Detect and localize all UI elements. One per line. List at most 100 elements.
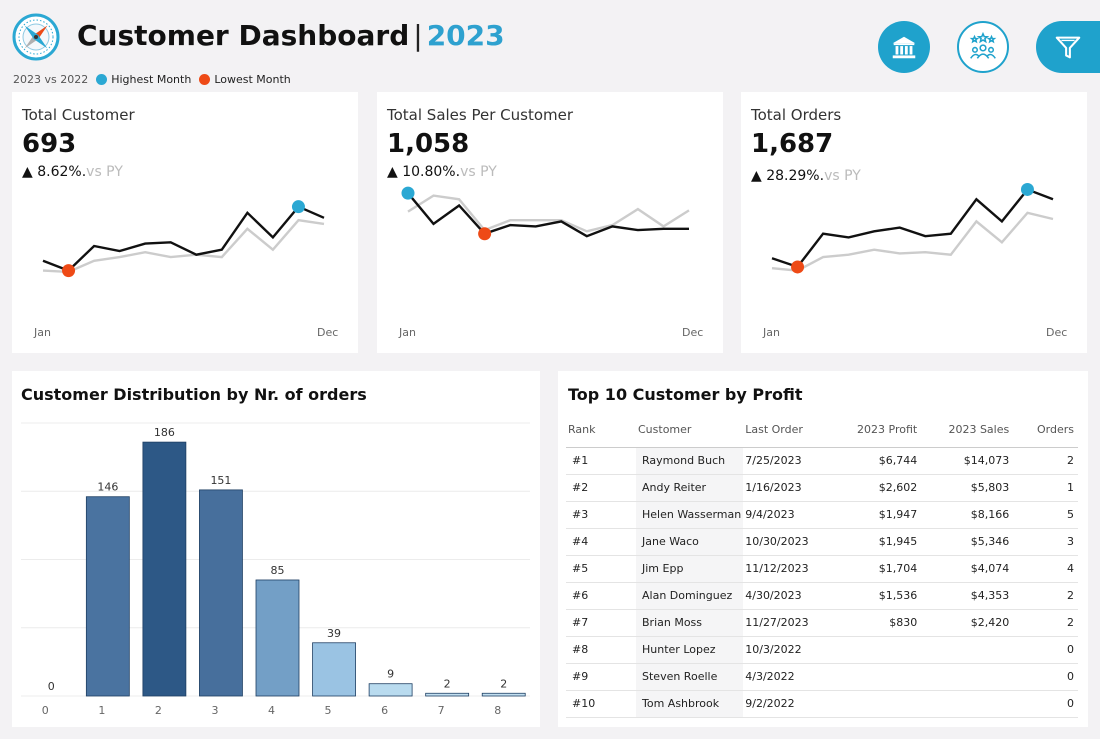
x-tick-label: 2: [155, 704, 162, 717]
cell-sales: $14,073: [919, 447, 1012, 475]
cell-customer: Helen Wasserman: [636, 501, 744, 529]
highest-month-point[interactable]: [401, 186, 415, 200]
page-title: Customer Dashboard | 2023: [77, 19, 505, 52]
x-tick-label: 6: [381, 704, 388, 717]
sparkline-sales-per-customer: [401, 186, 690, 241]
table-row[interactable]: #3 Helen Wasserman 9/4/2023 $1,947 $8,166 5: [566, 501, 1078, 529]
x-axis-end-label: Dec: [317, 326, 339, 339]
table-row[interactable]: #1 Raymond Buch 7/25/2023 $6,744 $14,073 2: [566, 447, 1078, 475]
cell-rank: #2: [566, 474, 636, 502]
bar[interactable]: [312, 642, 356, 697]
kpi-label: Total Sales Per Customer: [387, 106, 574, 124]
current-year-line: [42, 205, 325, 272]
customer-dashboard-button[interactable]: [957, 21, 1009, 73]
bar-value-label: 2: [444, 677, 451, 690]
bar[interactable]: [425, 692, 470, 697]
cell-last-order: 10/30/2023: [743, 528, 834, 556]
kpi-label: Total Orders: [751, 106, 842, 124]
cell-last-order: 1/16/2023: [743, 474, 834, 502]
kpi-label: Total Customer: [22, 106, 135, 124]
cell-orders: 0: [1011, 663, 1078, 691]
filter-button[interactable]: [1036, 21, 1100, 73]
title-text: Customer Dashboard: [77, 19, 410, 52]
cell-profit: $2,602: [833, 474, 920, 502]
x-tick-label: 8: [494, 704, 501, 717]
column-header-profit[interactable]: 2023 Profit: [833, 413, 920, 448]
cell-rank: #5: [566, 555, 636, 583]
title-separator: |: [413, 19, 423, 52]
column-header-sales[interactable]: 2023 Sales: [919, 413, 1012, 448]
table-row[interactable]: #4 Jane Waco 10/30/2023 $1,945 $5,346 3: [566, 528, 1078, 556]
lowest-month-point[interactable]: [478, 227, 492, 241]
cell-orders: 1: [1011, 474, 1078, 502]
customer-distribution-card: Customer Distribution by Nr. of orders 0…: [12, 371, 540, 727]
previous-year-line: [42, 218, 325, 274]
column-header-last-order[interactable]: Last Order: [743, 413, 834, 448]
bar[interactable]: [255, 579, 300, 697]
cell-rank: #7: [566, 609, 636, 637]
x-axis-start-label: Jan: [399, 326, 416, 339]
table-row[interactable]: #9 Steven Roelle 4/3/2022 0: [566, 663, 1078, 691]
cell-last-order: 4/30/2023: [743, 582, 834, 610]
bar[interactable]: [368, 683, 413, 697]
sales-dashboard-button[interactable]: [878, 21, 930, 73]
cell-profit: $6,744: [833, 447, 920, 475]
cell-profit: [833, 636, 920, 664]
table-row[interactable]: #2 Andy Reiter 1/16/2023 $2,602 $5,803 1: [566, 474, 1078, 502]
cell-last-order: 11/27/2023: [743, 609, 834, 637]
cell-profit: $1,947: [833, 501, 920, 529]
table-row[interactable]: #5 Jim Epp 11/12/2023 $1,704 $4,074 4: [566, 555, 1078, 583]
cell-orders: 0: [1011, 690, 1078, 718]
table-row[interactable]: #6 Alan Dominguez 4/30/2023 $1,536 $4,353 2: [566, 582, 1078, 610]
highest-month-point[interactable]: [291, 200, 305, 214]
bar[interactable]: [199, 489, 243, 697]
kpi-card-total-customer: Total Customer 693 ▲ 8.62%.vs PY Jan Dec: [12, 92, 358, 353]
cell-customer: Andy Reiter: [636, 474, 744, 502]
table-row[interactable]: #8 Hunter Lopez 10/3/2022 0: [566, 636, 1078, 664]
cell-profit: $1,704: [833, 555, 920, 583]
cell-sales: $4,074: [919, 555, 1012, 583]
x-tick-label: 4: [268, 704, 275, 717]
cell-profit: $1,536: [833, 582, 920, 610]
column-header-customer[interactable]: Customer: [636, 413, 744, 448]
lowest-month-point[interactable]: [791, 260, 805, 274]
bar[interactable]: [85, 496, 130, 697]
cell-profit: [833, 663, 920, 691]
kpi-value: 1,687: [751, 129, 834, 159]
table-row[interactable]: #10 Tom Ashbrook 9/2/2022 0: [566, 690, 1078, 718]
column-header-rank[interactable]: Rank: [566, 413, 636, 448]
x-tick-label: 3: [211, 704, 218, 717]
cell-sales: [919, 690, 1012, 718]
cell-customer: Steven Roelle: [636, 663, 744, 691]
bar[interactable]: [142, 441, 187, 697]
sparkline-total-orders: [771, 182, 1054, 274]
cell-last-order: 11/12/2023: [743, 555, 834, 583]
cell-last-order: 4/3/2022: [743, 663, 834, 691]
sparkline-total-customer: [42, 200, 325, 278]
lowest-month-dot-icon: [199, 74, 211, 85]
table-row[interactable]: #7 Brian Moss 11/27/2023 $830 $2,420 2: [566, 609, 1078, 637]
cell-sales: [919, 636, 1012, 664]
bar-value-label: 2: [500, 677, 507, 690]
kpi-delta-value: ▲ 10.80%.: [387, 164, 461, 180]
legend-lowest-label: Lowest Month: [214, 73, 291, 86]
highest-month-point[interactable]: [1020, 182, 1034, 196]
table-title: Top 10 Customer by Profit: [568, 385, 803, 404]
cell-profit: $1,945: [833, 528, 920, 556]
cell-rank: #3: [566, 501, 636, 529]
cell-customer: Jane Waco: [636, 528, 744, 556]
top10-table: Rank Customer Last Order 2023 Profit 202…: [566, 413, 1078, 718]
column-header-orders[interactable]: Orders: [1011, 413, 1078, 448]
cell-customer: Hunter Lopez: [636, 636, 744, 664]
cell-last-order: 7/25/2023: [743, 447, 834, 475]
cell-orders: 2: [1011, 609, 1078, 637]
kpi-vs-label: vs PY: [86, 164, 123, 180]
previous-year-line: [771, 211, 1054, 272]
kpi-value: 1,058: [387, 129, 470, 159]
x-axis-end-label: Dec: [1046, 326, 1068, 339]
lowest-month-point[interactable]: [62, 264, 76, 278]
cell-orders: 5: [1011, 501, 1078, 529]
kpi-card-sales-per-customer: Total Sales Per Customer 1,058 ▲ 10.80%.…: [377, 92, 723, 353]
bar[interactable]: [481, 692, 526, 697]
x-tick-label: 7: [438, 704, 445, 717]
